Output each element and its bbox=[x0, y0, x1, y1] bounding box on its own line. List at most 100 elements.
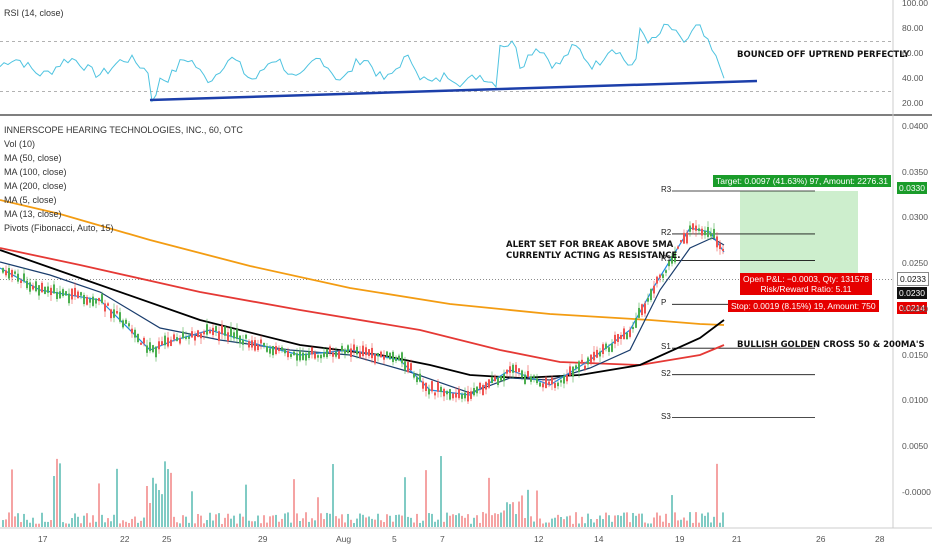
candle bbox=[572, 366, 574, 377]
candle bbox=[266, 346, 268, 352]
candle bbox=[605, 343, 607, 349]
candle bbox=[722, 248, 724, 251]
candle bbox=[104, 303, 106, 312]
volume-bar bbox=[428, 513, 430, 527]
candle bbox=[8, 268, 10, 279]
candle bbox=[2, 267, 4, 273]
volume-bar bbox=[281, 518, 283, 527]
volume-bar bbox=[233, 515, 235, 527]
candle bbox=[461, 394, 463, 399]
candle bbox=[479, 382, 481, 389]
candle bbox=[467, 390, 469, 402]
volume-bar bbox=[644, 522, 646, 527]
candle bbox=[587, 357, 589, 365]
candle bbox=[395, 357, 397, 361]
volume-bar bbox=[413, 522, 415, 527]
volume-bar bbox=[56, 458, 58, 527]
volume-bar bbox=[305, 512, 307, 527]
open-pl-tag[interactable]: Open P&L: −0.0003, Qty: 131578 Risk/Rewa… bbox=[740, 273, 872, 295]
rsi-axis-label: 80.00 bbox=[902, 23, 924, 33]
candle bbox=[668, 260, 670, 267]
candle bbox=[431, 381, 433, 392]
candle bbox=[701, 228, 703, 236]
price-axis-label: 0.0300 bbox=[902, 212, 928, 223]
candle bbox=[623, 328, 625, 340]
candle bbox=[413, 373, 415, 378]
candle bbox=[539, 382, 541, 387]
volume-bar bbox=[203, 523, 205, 527]
candle bbox=[131, 328, 133, 334]
volume-bar bbox=[149, 503, 151, 527]
volume-bar bbox=[389, 515, 391, 527]
volume-bar bbox=[623, 512, 625, 527]
candle bbox=[92, 296, 94, 306]
price-axis-label: 0.0200 bbox=[902, 303, 928, 314]
time-axis-label: 5 bbox=[392, 534, 397, 544]
legend-ma200[interactable]: MA (200, close) bbox=[4, 181, 67, 191]
price-axis-label: 0.0350 bbox=[902, 166, 928, 177]
candle bbox=[44, 286, 46, 294]
volume-bar bbox=[137, 522, 139, 527]
volume-bar bbox=[242, 516, 244, 527]
volume-bar bbox=[608, 515, 610, 527]
legend-ma13[interactable]: MA (13, close) bbox=[4, 209, 62, 219]
target-tag[interactable]: Target: 0.0097 (41.63%) 97, Amount: 2276… bbox=[713, 175, 892, 187]
volume-bar bbox=[512, 502, 514, 527]
candle bbox=[536, 378, 538, 384]
candle bbox=[140, 342, 142, 345]
open-pl-label: Open P&L: −0.0003, Qty: 131578 bbox=[743, 274, 869, 284]
candle bbox=[371, 347, 373, 359]
legend-ma50[interactable]: MA (50, close) bbox=[4, 153, 62, 163]
candle bbox=[686, 232, 688, 244]
candle bbox=[110, 309, 112, 319]
candle bbox=[89, 299, 91, 303]
legend-symbol[interactable]: INNERSCOPE HEARING TECHNOLOGIES, INC., 6… bbox=[4, 125, 243, 135]
volume-bar bbox=[572, 523, 574, 527]
candle bbox=[644, 303, 646, 314]
legend-ma100[interactable]: MA (100, close) bbox=[4, 167, 67, 177]
volume-bar bbox=[557, 514, 559, 527]
volume-bar bbox=[29, 522, 31, 527]
price-axis-label: 0.0250 bbox=[902, 258, 928, 269]
stop-tag[interactable]: Stop: 0.0019 (8.15%) 19, Amount: 750 bbox=[728, 300, 879, 312]
volume-bar bbox=[62, 522, 64, 527]
candle bbox=[590, 354, 592, 363]
candle bbox=[257, 344, 259, 351]
pivot-label-r2: R2 bbox=[661, 227, 672, 237]
volume-bar bbox=[521, 495, 523, 527]
volume-bar bbox=[668, 522, 670, 527]
volume-bar bbox=[620, 515, 622, 527]
candle bbox=[671, 256, 673, 264]
volume-bar bbox=[614, 515, 616, 527]
candle bbox=[650, 289, 652, 301]
volume-bar bbox=[338, 518, 340, 527]
volume-bar bbox=[617, 515, 619, 527]
volume-bar bbox=[293, 479, 295, 527]
rsi-uptrend-line bbox=[149, 79, 758, 102]
volume-bar bbox=[320, 513, 322, 527]
volume-bar bbox=[128, 523, 130, 527]
candle bbox=[707, 227, 709, 237]
ma50-line bbox=[0, 249, 725, 379]
volume-bar bbox=[596, 518, 598, 527]
candle bbox=[488, 379, 490, 388]
volume-bar bbox=[164, 461, 166, 527]
rsi-axis-label: 60.00 bbox=[902, 48, 924, 58]
volume-bar bbox=[701, 513, 703, 527]
legend-volume[interactable]: Vol (10) bbox=[4, 139, 36, 149]
candle bbox=[59, 291, 61, 299]
legend-pivots[interactable]: Pivots (Fibonacci, Auto, 15) bbox=[4, 223, 114, 233]
candle bbox=[383, 355, 385, 360]
volume-bar bbox=[155, 483, 157, 527]
legend-ma5[interactable]: MA (5, close) bbox=[4, 195, 57, 205]
candle bbox=[293, 351, 295, 356]
volume-bar bbox=[50, 520, 52, 527]
volume-bar bbox=[200, 515, 202, 527]
candle bbox=[656, 276, 658, 284]
candle bbox=[329, 346, 331, 353]
volume-bar bbox=[188, 522, 190, 527]
volume-bar bbox=[632, 512, 634, 527]
candle bbox=[32, 285, 34, 290]
volume-bar bbox=[101, 514, 103, 527]
